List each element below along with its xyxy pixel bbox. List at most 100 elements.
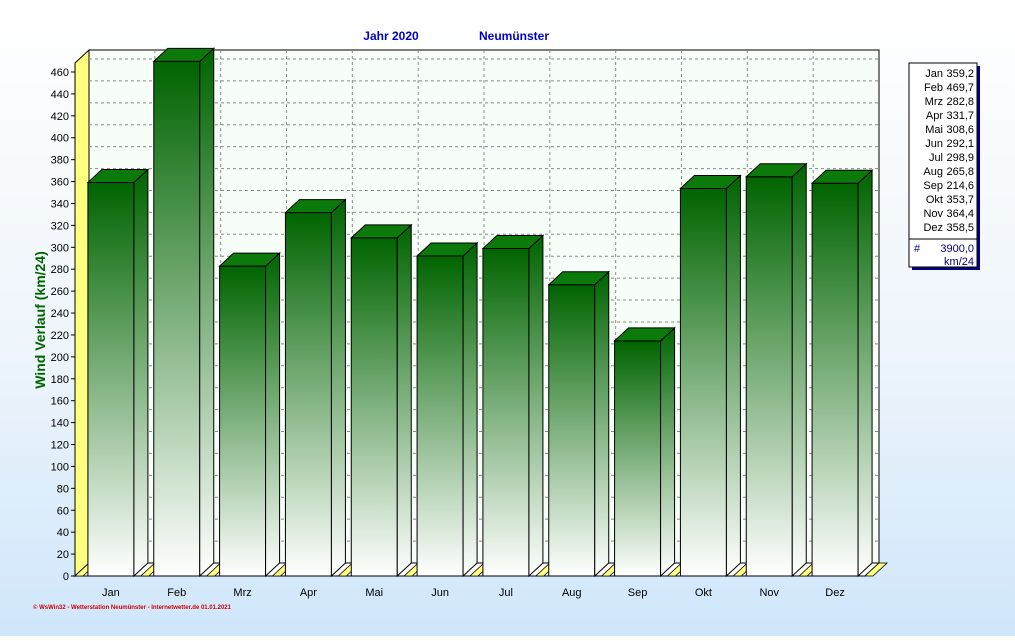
floor-marker: [863, 562, 889, 577]
legend-month-value: 331,7: [946, 110, 974, 122]
chart-title-station: Neumünster: [479, 29, 549, 43]
x-tick-label: Apr: [300, 587, 317, 599]
bar-top: [415, 242, 479, 257]
bar-top: [613, 327, 676, 342]
legend-month-value: 469,7: [946, 82, 974, 94]
x-tick-label: Dez: [825, 587, 845, 599]
y-tick-label: 180: [51, 374, 69, 386]
bar-front: [87, 181, 135, 577]
legend-month-label: Dez: [923, 222, 943, 234]
y-tick-label: 220: [51, 330, 69, 342]
legend-panel: [908, 62, 978, 268]
legend-month-label: Okt: [926, 194, 943, 206]
legend-month-label: Apr: [926, 110, 943, 122]
x-tick-label: Aug: [562, 587, 582, 599]
x-tick-label: Jul: [499, 587, 513, 599]
y-tick-label: 440: [51, 89, 69, 101]
legend-month-label: Jun: [925, 138, 943, 150]
y-tick-label: 280: [51, 264, 69, 276]
y-tick-label: 100: [51, 461, 69, 473]
y-tick-label: 80: [57, 483, 69, 495]
bar-side: [330, 198, 346, 578]
bar-front: [284, 212, 332, 577]
bar-side: [660, 326, 676, 578]
y-tick-label: 60: [57, 505, 69, 517]
y-tick-label: 120: [51, 440, 69, 452]
bar-top: [349, 224, 413, 239]
x-tick-label: Sep: [628, 587, 648, 599]
y-tick-label: 260: [51, 286, 69, 298]
y-tick-label: 0: [63, 571, 69, 583]
y-tick-label: 200: [51, 352, 69, 364]
y-tick-label: 360: [51, 177, 69, 189]
x-tick-label: Feb: [167, 587, 186, 599]
bar-side: [199, 47, 215, 578]
bar-front: [219, 265, 267, 577]
y-tick-label: 420: [51, 111, 69, 123]
bar-top: [679, 174, 742, 189]
x-axis: Jan Feb Mrz Apr Mai Jun Jul Aug Sep Okt Nov Dez: [102, 587, 845, 599]
bar-front: [614, 340, 662, 577]
bar: [152, 47, 216, 578]
bar-side: [133, 168, 149, 578]
bar-top: [284, 199, 347, 214]
legend-month-label: Feb: [924, 82, 943, 94]
bar-side: [396, 223, 412, 578]
x-tick-label: Nov: [759, 587, 779, 599]
legend-month-value: 265,8: [946, 166, 974, 178]
y-tick-label: 300: [51, 242, 69, 254]
bar: [218, 252, 281, 578]
legend-month-label: Mrz: [925, 96, 943, 108]
bar-side: [462, 241, 478, 578]
bar-front: [679, 187, 727, 577]
bar-top: [481, 235, 545, 250]
y-tick-label: 460: [51, 67, 69, 79]
bar: [86, 168, 150, 578]
legend-month-value: 214,6: [946, 180, 974, 192]
y-axis: 0 20 40 60 80 100 120 140 160 180 200 220 240 260 280 3…: [51, 66, 76, 583]
legend-month-label: Jan: [925, 68, 943, 80]
legend-month-value: 364,4: [946, 208, 974, 220]
legend-total-value: 3900,0: [940, 243, 974, 255]
legend-month-value: 298,9: [946, 152, 974, 164]
bar-front: [811, 182, 859, 577]
bar: [744, 162, 808, 578]
bar-side: [528, 234, 544, 578]
bar-front: [482, 248, 530, 577]
bar: [481, 234, 545, 578]
legend-total-symbol: #: [914, 243, 921, 255]
left-side-wall: [74, 48, 90, 578]
bar-top: [152, 47, 216, 62]
legend-month-value: 353,7: [946, 194, 974, 206]
y-tick-label: 160: [51, 396, 69, 408]
legend-month-label: Sep: [923, 180, 943, 192]
x-tick-label: Jun: [431, 587, 449, 599]
bar-front: [548, 284, 596, 577]
x-tick-label: Mai: [365, 587, 383, 599]
legend-month-label: Aug: [923, 166, 943, 178]
x-tick-label: Jan: [102, 587, 120, 599]
y-axis-label: Wind Verlauf (km/24): [32, 251, 48, 389]
legend-month-value: 292,1: [946, 138, 974, 150]
bar: [284, 198, 347, 578]
y-tick-label: 140: [51, 418, 69, 430]
bar: [349, 223, 413, 578]
legend-month-value: 282,8: [946, 96, 974, 108]
bar-side: [791, 162, 807, 578]
footer-credit: © WsWin32 - Wetterstation Neumünster - I…: [33, 604, 232, 611]
bar-side: [725, 174, 741, 578]
bar-side: [594, 270, 610, 578]
y-tick-label: 320: [51, 220, 69, 232]
legend-month-label: Mai: [925, 124, 943, 136]
legend-total-unit: km/24: [944, 256, 974, 268]
legend-month-value: 358,5: [946, 222, 974, 234]
bar-front: [153, 60, 201, 577]
legend-month-label: Nov: [923, 208, 943, 220]
legend-month-value: 308,6: [946, 124, 974, 136]
y-tick-label: 240: [51, 308, 69, 320]
bar-top: [810, 169, 874, 184]
legend-month-value: 359,2: [946, 68, 974, 80]
